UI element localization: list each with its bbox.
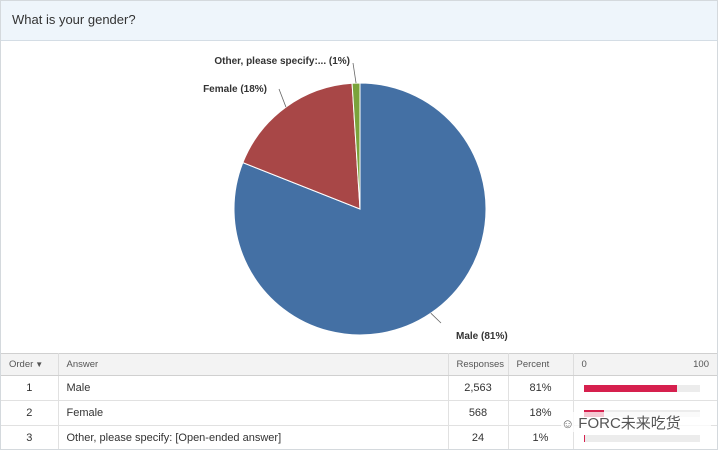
row-bar-cell: [573, 375, 717, 401]
row-responses: 24: [448, 425, 509, 449]
scale-max-label: 100: [693, 359, 709, 370]
results-table: Order ▼ Answer Responses Percent 0 100 1 …: [1, 353, 717, 449]
table-row: 1 Male 2,563 81%: [1, 375, 717, 401]
leader-line: [430, 312, 442, 324]
wechat-icon: ☺: [561, 416, 575, 431]
scale-column-header: 0 100: [573, 353, 717, 376]
row-order: 1: [1, 375, 59, 401]
sort-down-icon: ▼: [35, 360, 44, 369]
percent-bar-fill: [583, 434, 585, 442]
watermark: ☺ FORC未来吃货: [561, 412, 711, 432]
order-header-label: Order: [9, 359, 34, 370]
scale-min-label: 0: [581, 359, 587, 370]
slice-label: Female (18%): [203, 84, 267, 95]
leader-line: [352, 62, 357, 84]
responses-column-header: Responses: [448, 353, 509, 376]
order-column-header[interactable]: Order ▼: [1, 353, 59, 376]
question-title: What is your gender?: [12, 12, 136, 27]
question-header: What is your gender?: [1, 1, 717, 41]
row-answer: Male: [58, 375, 449, 401]
percent-bar-fill: [583, 384, 678, 392]
watermark-text: FORC未来吃货: [578, 415, 681, 432]
percent-column-header: Percent: [508, 353, 574, 376]
table-header-row: Order ▼ Answer Responses Percent 0 100: [1, 353, 717, 376]
percent-bar-track: [583, 434, 700, 442]
pie-chart-area: Male (81%) Female (18%) Other, please spec…: [1, 41, 717, 353]
row-order: 2: [1, 400, 59, 426]
row-responses: 568: [448, 400, 509, 426]
row-answer: Other, please specify: [Open-ended answe…: [58, 425, 449, 449]
leader-line: [278, 88, 287, 108]
slice-label: Other, please specify:... (1%): [214, 56, 350, 67]
slice-label: Male (81%): [456, 331, 508, 342]
pie-slice-male[interactable]: [233, 82, 487, 336]
row-answer: Female: [58, 400, 449, 426]
row-percent: 81%: [508, 375, 574, 401]
row-order: 3: [1, 425, 59, 449]
row-responses: 2,563: [448, 375, 509, 401]
pie-chart: Male (81%) Female (18%) Other, please spec…: [203, 56, 508, 342]
percent-bar-track: [583, 384, 700, 392]
answer-column-header: Answer: [58, 353, 449, 376]
row-percent: 1%: [508, 425, 574, 449]
